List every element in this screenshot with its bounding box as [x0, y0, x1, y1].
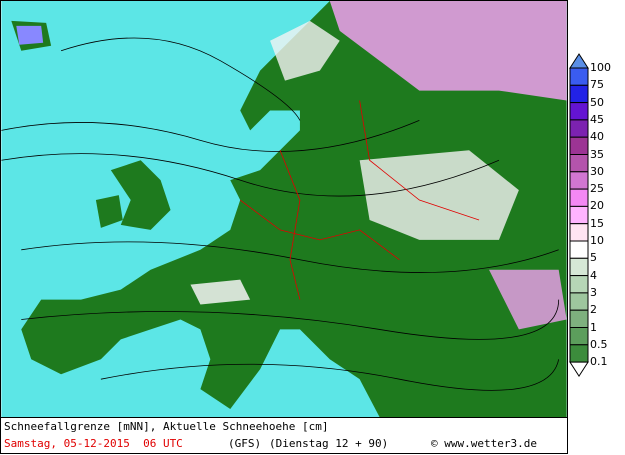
- legend-label: 5: [590, 251, 597, 265]
- legend-swatch: [569, 154, 589, 173]
- snow-map: [0, 0, 568, 418]
- legend-swatch: [569, 275, 589, 294]
- legend-swatch: [569, 102, 589, 121]
- legend-label: 100: [590, 61, 611, 74]
- legend-swatch: [569, 223, 589, 242]
- legend-colorbar: [569, 53, 589, 378]
- contours: [1, 37, 560, 391]
- legend-swatch: [569, 136, 589, 155]
- legend-swatch: [569, 171, 589, 190]
- legend-swatch: [569, 84, 589, 104]
- legend-swatch: [569, 188, 589, 207]
- legend-swatch: [569, 67, 589, 86]
- model-name: (GFS): [228, 437, 262, 450]
- legend-label: 10: [590, 234, 604, 247]
- run-date: Samstag, 05-12-2015 06 UTC: [4, 437, 183, 450]
- snow-cover: [16, 1, 567, 330]
- map-title: Schneefallgrenze [mNN], Aktuelle Schneeh…: [4, 420, 329, 433]
- legend-swatch: [569, 327, 589, 346]
- legend-bottom-arrow: [569, 361, 589, 378]
- borders: [239, 100, 480, 300]
- legend-swatch: [569, 309, 589, 329]
- legend-swatch: [569, 344, 589, 363]
- legend-label: 15: [590, 216, 604, 230]
- legend-label: 50: [590, 95, 604, 109]
- forecast-run: (Dienstag 12 + 90): [269, 437, 389, 450]
- legend-label: 0.5: [590, 337, 608, 351]
- legend-label: 40: [590, 130, 604, 144]
- legend-label: 20: [590, 199, 604, 213]
- legend-swatch: [569, 119, 589, 138]
- legend-swatch: [569, 205, 589, 225]
- legend-label: 75: [590, 78, 604, 92]
- legend-label: 1: [590, 320, 597, 334]
- footer: Schneefallgrenze [mNN], Aktuelle Schneeh…: [0, 418, 568, 454]
- legend-swatch: [569, 292, 589, 311]
- legend-label: 30: [590, 164, 604, 178]
- copyright-link[interactable]: © www.wetter3.de: [431, 437, 537, 450]
- legend-label: 2: [590, 303, 597, 317]
- legend-label: 35: [590, 147, 604, 161]
- legend-top-arrow: [569, 53, 589, 69]
- legend-label: 25: [590, 182, 604, 196]
- legend-label: 0.1: [590, 355, 608, 369]
- legend-label: 45: [590, 112, 604, 126]
- legend-swatch: [569, 240, 589, 259]
- legend-swatch: [569, 257, 589, 277]
- legend-label: 3: [590, 285, 597, 299]
- legend-label: 4: [590, 268, 597, 282]
- legend: 100 75 50 45 40 35 30 25 20 15 10 5 4 3 2 1 0.5 0.1: [568, 52, 625, 382]
